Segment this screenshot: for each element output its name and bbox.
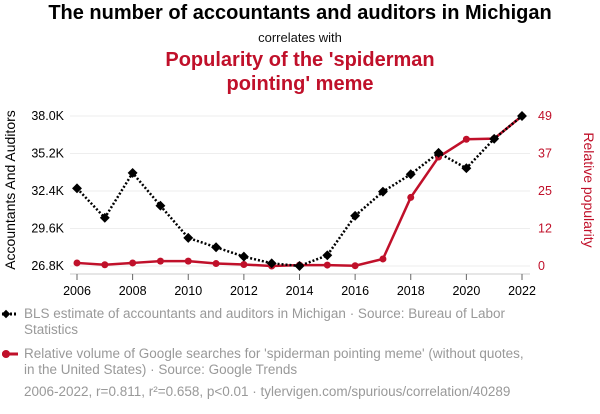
series-line-accountants — [76, 115, 523, 268]
x-tick-label: 2016 — [341, 284, 369, 298]
x-tick-label: 2018 — [397, 284, 425, 298]
chart-subtitle: correlates with — [258, 30, 342, 45]
y2-tick-label: 37 — [538, 147, 552, 161]
data-point-spiderman — [101, 261, 109, 269]
y-tick-label: 26.8K — [31, 259, 64, 273]
data-point-accountants — [489, 133, 500, 144]
data-point-accountants — [350, 210, 361, 221]
y2-tick-label: 49 — [538, 109, 552, 123]
data-point-accountants — [294, 261, 305, 271]
data-point-accountants — [266, 258, 277, 269]
data-point-accountants — [72, 183, 82, 194]
legend-marker-red — [2, 350, 18, 358]
footer: 2006-2022, r=0.811, r²=0.658, p<0.01 · t… — [24, 384, 511, 399]
data-point-spiderman — [73, 259, 81, 267]
y-tick-label: 29.6K — [31, 222, 64, 236]
data-point-accountants — [517, 111, 527, 121]
y2-axis-label: Relative popularity — [581, 132, 597, 247]
data-point-accountants — [377, 186, 388, 197]
y-tick-label: 38.0K — [31, 109, 64, 123]
data-point-spiderman — [212, 260, 220, 268]
x-tick-label: 2006 — [63, 284, 91, 298]
y-tick-label: 35.2K — [31, 147, 64, 161]
data-point-accountants — [211, 242, 222, 253]
y-axis-label: Accountants And Auditors — [2, 110, 18, 270]
data-point-spiderman — [240, 260, 248, 268]
x-tick-label: 2014 — [286, 284, 314, 298]
data-point-spiderman — [407, 193, 415, 201]
y2-tick-label: 12 — [538, 222, 552, 236]
data-point-spiderman — [129, 259, 137, 267]
y2-tick-label: 0 — [538, 259, 545, 273]
y-tick-label: 32.4K — [31, 184, 64, 198]
data-point-accountants — [127, 167, 138, 178]
chart-title: The number of accountants and auditors i… — [48, 2, 552, 24]
data-point-spiderman — [156, 257, 164, 265]
chart-title-2: Popularity of the 'spiderman pointing' m… — [165, 49, 435, 95]
data-point-spiderman — [462, 135, 470, 143]
legend-marker-black — [1, 309, 18, 319]
data-point-accountants — [238, 251, 249, 262]
data-point-spiderman — [184, 257, 192, 265]
x-tick-label: 2012 — [230, 284, 258, 298]
x-tick-label: 2022 — [508, 284, 536, 298]
y2-tick-label: 25 — [538, 184, 552, 198]
data-point-accountants — [99, 212, 110, 223]
data-point-spiderman — [351, 262, 359, 270]
x-tick-label: 2020 — [452, 284, 480, 298]
x-tick-label: 2010 — [174, 284, 202, 298]
x-tick-label: 2008 — [119, 284, 147, 298]
data-point-accountants — [183, 232, 194, 243]
data-point-spiderman — [323, 261, 331, 269]
data-point-accountants — [461, 163, 472, 174]
data-point-accountants — [405, 169, 416, 180]
data-point-accountants — [155, 200, 166, 211]
data-point-accountants — [433, 147, 444, 158]
data-point-spiderman — [379, 255, 387, 263]
